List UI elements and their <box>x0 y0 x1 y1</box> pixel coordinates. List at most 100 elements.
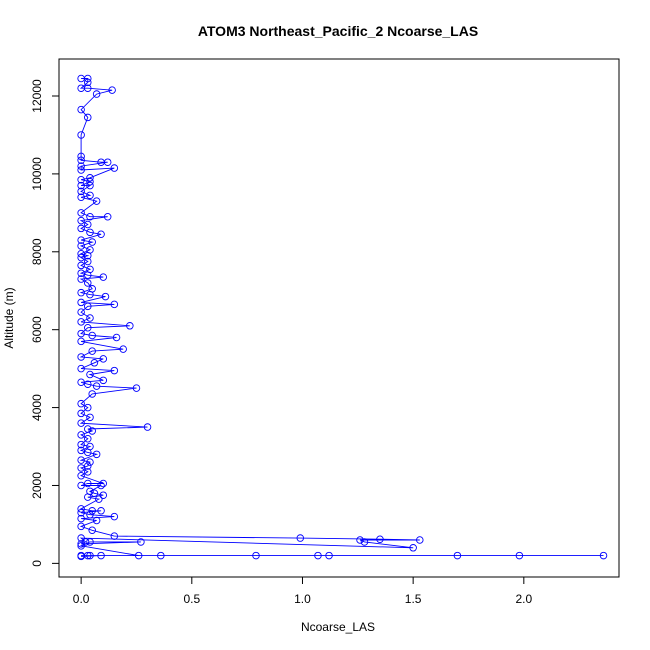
data-point <box>77 242 85 250</box>
plot-frame <box>58 58 620 578</box>
data-point <box>137 538 145 546</box>
x-tick-label: 1.5 <box>405 592 422 606</box>
data-point <box>77 534 85 542</box>
data-point <box>86 413 94 422</box>
data-point <box>77 464 85 472</box>
data-point <box>126 322 134 330</box>
data-point <box>119 345 127 353</box>
data-point <box>84 220 92 229</box>
data-point <box>77 209 85 217</box>
data-point <box>77 514 85 523</box>
data-point <box>515 551 524 560</box>
series-layer <box>77 74 608 561</box>
data-point <box>84 468 92 476</box>
x-axis: 0.0 0.5 1.0 1.5 2.0 <box>73 576 532 606</box>
data-point <box>86 191 94 200</box>
data-point <box>77 224 85 233</box>
data-point <box>84 425 92 433</box>
data-point <box>84 257 92 266</box>
data-point <box>88 390 96 398</box>
data-point <box>360 538 369 546</box>
data-point <box>86 314 94 322</box>
data-point <box>84 74 92 83</box>
data-point <box>416 536 424 544</box>
data-point <box>86 551 94 560</box>
data-point <box>77 419 85 427</box>
data-point <box>84 279 92 287</box>
data-point <box>77 156 85 165</box>
data-point <box>77 216 85 225</box>
data-point <box>86 228 94 237</box>
data-point <box>99 355 108 363</box>
data-point <box>92 90 101 98</box>
data-point <box>95 495 103 503</box>
data-point <box>77 162 85 170</box>
data-point <box>77 187 85 196</box>
data-point <box>134 551 143 560</box>
data-point <box>84 323 92 332</box>
data-point <box>88 427 96 435</box>
data-point <box>77 508 85 517</box>
data-point <box>84 448 92 457</box>
data-point <box>77 456 85 464</box>
data-point <box>99 491 108 499</box>
data-point <box>86 510 94 519</box>
data-point <box>77 505 85 513</box>
data-point <box>86 212 94 221</box>
data-point <box>77 275 85 283</box>
data-point <box>112 333 121 342</box>
series-line <box>79 78 604 557</box>
data-point <box>77 193 85 202</box>
data-point <box>77 261 85 270</box>
data-point <box>88 507 96 515</box>
data-point <box>77 471 85 480</box>
data-point <box>77 446 85 455</box>
data-point <box>77 298 85 307</box>
data-point <box>77 308 85 316</box>
data-point <box>88 526 96 535</box>
data-point <box>92 197 101 205</box>
y-axis: 0 2000 4000 6000 8000 10000 12000 <box>30 79 60 567</box>
data-point <box>92 382 101 390</box>
data-point <box>90 359 99 367</box>
data-point <box>110 532 119 540</box>
data-point <box>132 384 141 392</box>
data-point <box>77 378 85 387</box>
data-point <box>110 164 119 172</box>
data-point <box>86 370 94 379</box>
data-point <box>84 493 92 501</box>
data-point <box>77 364 85 373</box>
y-tick-label: 0 <box>30 560 44 567</box>
data-point <box>77 175 85 184</box>
data-point <box>108 86 116 94</box>
data-point <box>103 158 112 166</box>
data-point <box>143 423 152 431</box>
data-point <box>77 318 85 326</box>
y-tick-label: 4000 <box>30 394 44 421</box>
y-axis-label: Altitude (m) <box>2 287 16 348</box>
data-point <box>97 481 105 490</box>
data-point <box>157 551 165 560</box>
data-point <box>77 152 85 161</box>
x-axis-label: Ncoarse_LAS <box>301 620 375 634</box>
y-tick-label: 2000 <box>30 472 44 499</box>
data-point <box>296 534 305 542</box>
data-point <box>81 538 90 546</box>
data-point <box>86 290 94 299</box>
data-point <box>77 337 85 346</box>
data-point <box>110 300 119 309</box>
data-point <box>86 177 94 186</box>
data-point <box>84 434 92 443</box>
data-point <box>97 507 105 515</box>
data-point <box>99 376 108 385</box>
data-point <box>314 551 322 560</box>
data-point <box>92 516 101 525</box>
y-tick-label: 6000 <box>30 316 44 343</box>
x-tick-label: 1.0 <box>294 592 311 606</box>
data-point <box>77 288 85 297</box>
data-point <box>84 271 92 279</box>
data-point <box>86 174 94 182</box>
data-point <box>92 450 101 459</box>
data-point <box>97 230 105 239</box>
data-point <box>77 249 85 258</box>
